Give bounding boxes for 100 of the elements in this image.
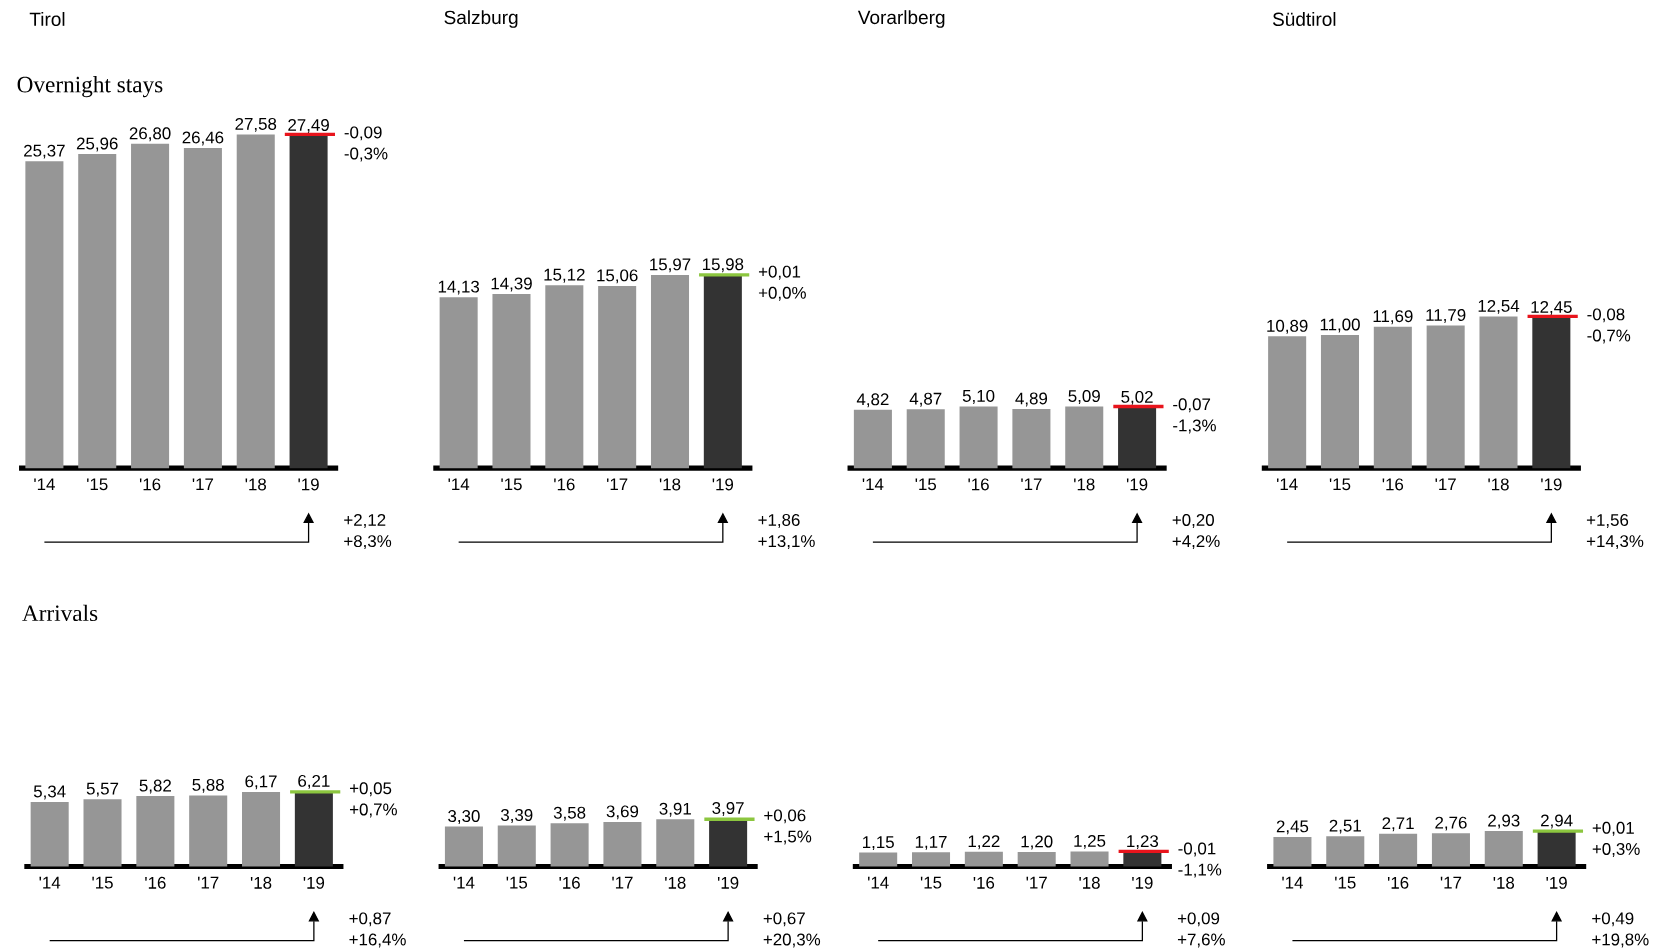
data-label: 3,58 (553, 806, 586, 821)
data-label: 15,97 (650, 258, 691, 273)
x-tick-label: '15 (506, 876, 528, 889)
bar (1479, 316, 1518, 469)
data-label: 5,10 (962, 389, 995, 404)
x-tick-label: '14 (453, 876, 475, 889)
data-label: 3,30 (448, 810, 480, 825)
x-tick-label: '16 (145, 876, 166, 889)
text: +1,86 (758, 513, 800, 528)
x-tick-label: '16 (968, 478, 989, 491)
data-label: 14,13 (438, 280, 480, 295)
data-label: 12,45 (1531, 300, 1572, 315)
x-tick-label: '16 (139, 478, 161, 491)
x-tick-label: '18 (1488, 478, 1509, 491)
x-tick-label: '14 (448, 478, 470, 491)
x-tick-label: '17 (607, 478, 628, 491)
bar (492, 293, 531, 469)
data-label: 1,17 (915, 836, 947, 850)
data-label: 11,79 (1426, 308, 1466, 323)
data-label: 25,96 (76, 137, 118, 152)
x-tick-label: '15 (1329, 478, 1351, 491)
bar (189, 795, 228, 867)
data-label: 1,20 (1021, 835, 1053, 850)
bar (709, 818, 748, 867)
data-label: 26,80 (129, 127, 171, 142)
annotation: -1,1% (1178, 863, 1222, 878)
annotation: +0,01 (758, 265, 801, 280)
chart-title: Vorarlberg (857, 10, 945, 28)
x-tick-label: '17 (612, 876, 633, 889)
annotation: -0,3% (344, 147, 388, 162)
bar (1532, 317, 1571, 469)
bar (650, 274, 690, 469)
text: +0,87 (349, 912, 391, 927)
annotation: +0,01 (1592, 821, 1634, 836)
data-label: 1,15 (863, 836, 894, 851)
chart-title: Südtirol (1272, 11, 1336, 26)
chart-title: Tirol (29, 11, 65, 26)
x-tick-label: '17 (1440, 876, 1462, 889)
x-tick-label: '17 (192, 478, 214, 491)
annotation: +1,5% (764, 830, 812, 845)
x-tick-label: '19 (1546, 876, 1567, 889)
bar (598, 285, 637, 469)
data-label: 1,23 (1127, 835, 1159, 850)
text: +7,6% (1177, 933, 1225, 948)
data-label: 3,39 (500, 808, 533, 823)
x-tick-label: '15 (920, 876, 942, 889)
x-tick-label: '18 (665, 876, 686, 889)
x-tick-label: '18 (1079, 876, 1100, 889)
x-tick-label: '19 (717, 876, 739, 889)
data-label: 3,91 (659, 802, 691, 817)
annotation: +0,05 (349, 782, 392, 797)
x-tick-label: '18 (1493, 876, 1515, 889)
x-tick-label: '19 (303, 876, 325, 889)
data-label: 5,57 (86, 782, 119, 797)
chart-title: Salzburg (444, 10, 518, 28)
x-tick-label: '18 (250, 876, 272, 889)
text: +0,49 (1592, 912, 1634, 927)
bar (603, 821, 642, 867)
text: +2,12 (344, 513, 386, 528)
bar (656, 819, 695, 867)
data-label: 14,39 (491, 277, 532, 292)
text: +8,3% (344, 535, 392, 550)
bar (439, 297, 478, 469)
annotation: -1,3% (1173, 419, 1216, 434)
bar (550, 823, 589, 867)
data-label: 25,37 (24, 144, 65, 159)
x-tick-label: '19 (1126, 478, 1148, 491)
x-tick-label: '15 (92, 876, 113, 889)
data-label: 15,98 (702, 258, 744, 273)
x-tick-label: '14 (39, 876, 61, 889)
text: +13,1% (758, 535, 815, 550)
text: +19,8% (1592, 933, 1649, 948)
data-label: 12,54 (1478, 299, 1520, 314)
x-tick-label: '14 (1282, 876, 1303, 889)
data-label: 11,69 (1373, 310, 1413, 325)
x-tick-label: '15 (501, 478, 522, 491)
bar (136, 796, 175, 867)
annotation: -0,07 (1173, 398, 1211, 413)
chart-subtitle: Overnight stays (17, 76, 163, 98)
data-label: 1,25 (1074, 834, 1106, 849)
bar (444, 826, 483, 867)
x-tick-label: '16 (1382, 478, 1404, 491)
data-label: 2,93 (1488, 814, 1520, 829)
x-tick-label: '19 (712, 478, 734, 491)
data-label: 2,76 (1435, 816, 1467, 831)
bar (1373, 326, 1412, 469)
bar (25, 161, 64, 469)
x-tick-label: '16 (973, 876, 995, 889)
x-tick-label: '17 (1021, 478, 1042, 491)
x-tick-label: '16 (1387, 876, 1409, 889)
bar (703, 274, 742, 469)
x-tick-label: '19 (298, 478, 319, 491)
bar (294, 791, 333, 867)
x-tick-label: '14 (1276, 478, 1298, 491)
text: +0,67 (763, 912, 805, 927)
data-label: 4,87 (909, 392, 942, 407)
x-tick-label: '14 (34, 478, 55, 491)
bar (545, 285, 584, 469)
data-label: 15,06 (597, 269, 638, 284)
bar (131, 143, 170, 469)
